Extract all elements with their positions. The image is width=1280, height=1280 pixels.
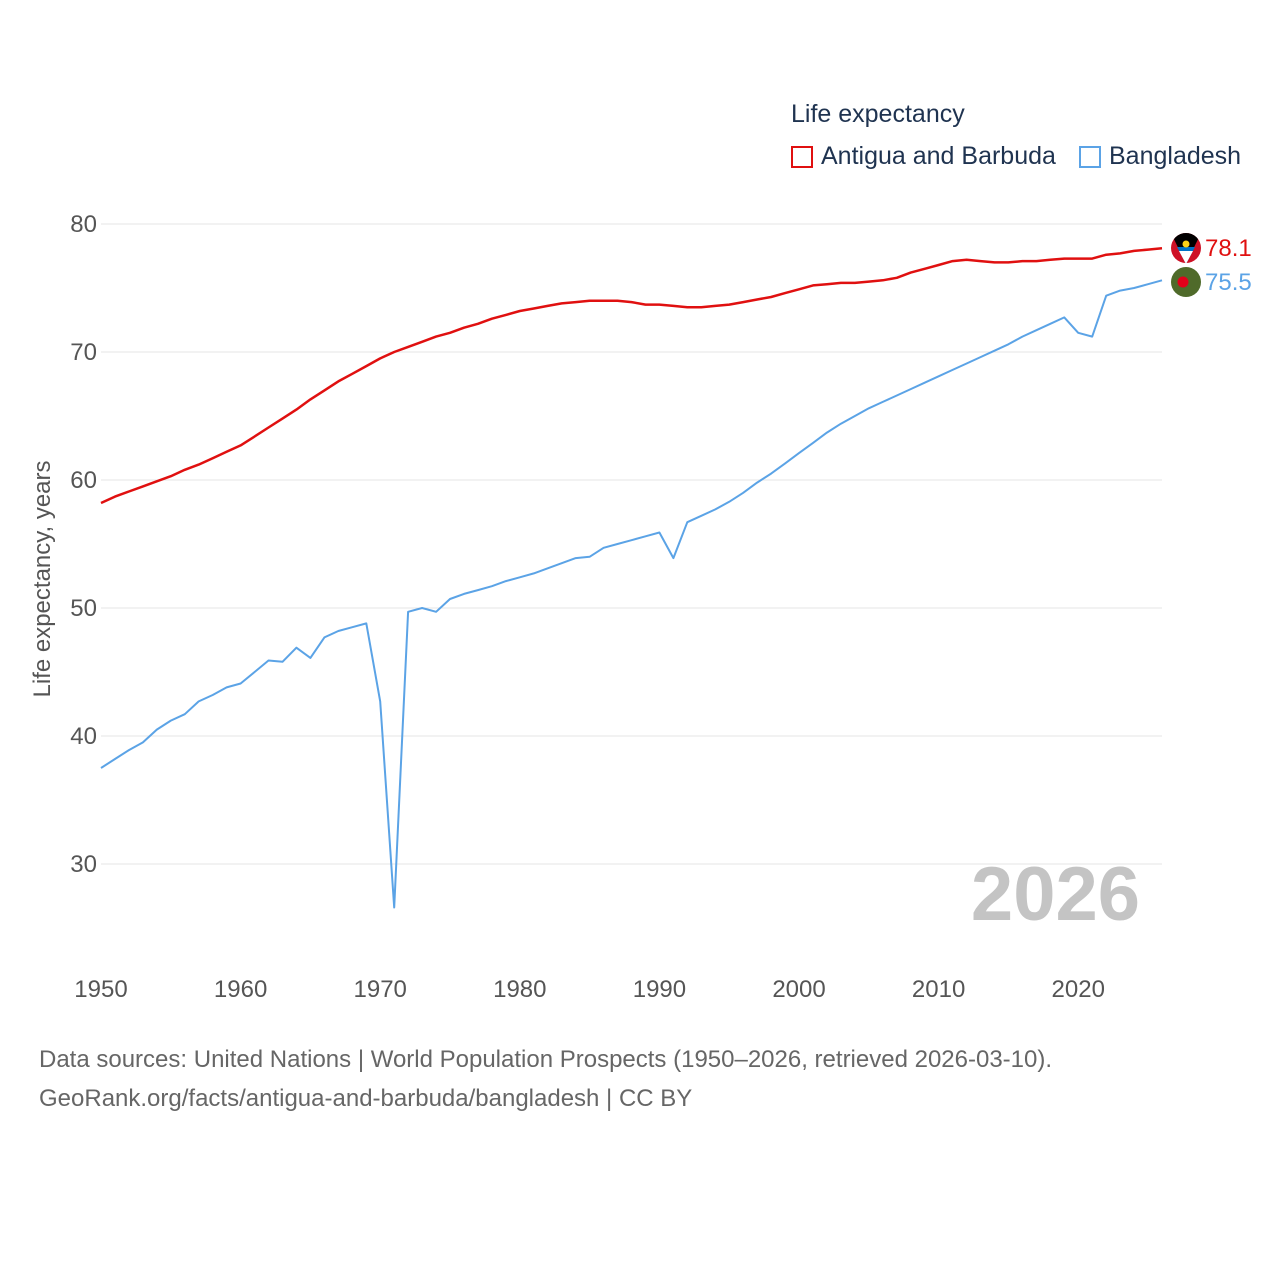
end-value-label: 78.1 (1205, 235, 1252, 262)
legend-label: Bangladesh (1109, 142, 1242, 170)
legend-label: Antigua and Barbuda (821, 142, 1056, 170)
y-axis-label: Life expectancy, years (29, 460, 56, 697)
x-tick-label: 2010 (912, 976, 965, 1003)
source-line: Data sources: United Nations | World Pop… (39, 1046, 1053, 1073)
x-tick-label: 1970 (354, 976, 407, 1003)
y-tick-label: 60 (70, 467, 97, 494)
y-tick-label: 70 (70, 339, 97, 366)
x-tick-label: 1960 (214, 976, 267, 1003)
series-line-antigua-and-barbuda (100, 247, 1163, 505)
y-tick-label: 30 (70, 851, 97, 878)
legend-item-antigua[interactable]: Antigua and Barbuda (791, 142, 1056, 171)
legend-title: Life expectancy (791, 100, 965, 128)
x-tick-label: 2000 (772, 976, 825, 1003)
x-tick-label: 2020 (1052, 976, 1105, 1003)
y-tick-label: 40 (70, 723, 97, 750)
y-tick-label: 80 (70, 211, 97, 238)
legend-item-bangladesh[interactable]: Bangladesh (1079, 142, 1241, 171)
year-watermark: 2026 (971, 852, 1140, 937)
x-tick-labels: 1950 1960 1970 1980 1990 2000 2010 2020 (74, 976, 1105, 1003)
source-url: GeoRank.org/facts/antigua-and-barbuda/ba… (39, 1085, 693, 1112)
legend-swatch (791, 145, 813, 168)
antigua-flag-icon (1171, 233, 1201, 263)
y-tick-labels: 30 40 50 60 70 80 (70, 211, 97, 878)
bangladesh-flag-icon (1171, 267, 1201, 297)
y-tick-label: 50 (70, 595, 97, 622)
grid-lines (101, 223, 1162, 865)
series-line-bangladesh (100, 279, 1163, 909)
x-tick-label: 1990 (633, 976, 686, 1003)
end-value-label: 75.5 (1205, 269, 1252, 296)
legend-swatch (1079, 145, 1101, 168)
series-lines (100, 247, 1163, 909)
end-labels: 78.1 75.5 (1205, 235, 1252, 296)
x-tick-label: 1980 (493, 976, 546, 1003)
x-tick-label: 1950 (74, 976, 127, 1003)
